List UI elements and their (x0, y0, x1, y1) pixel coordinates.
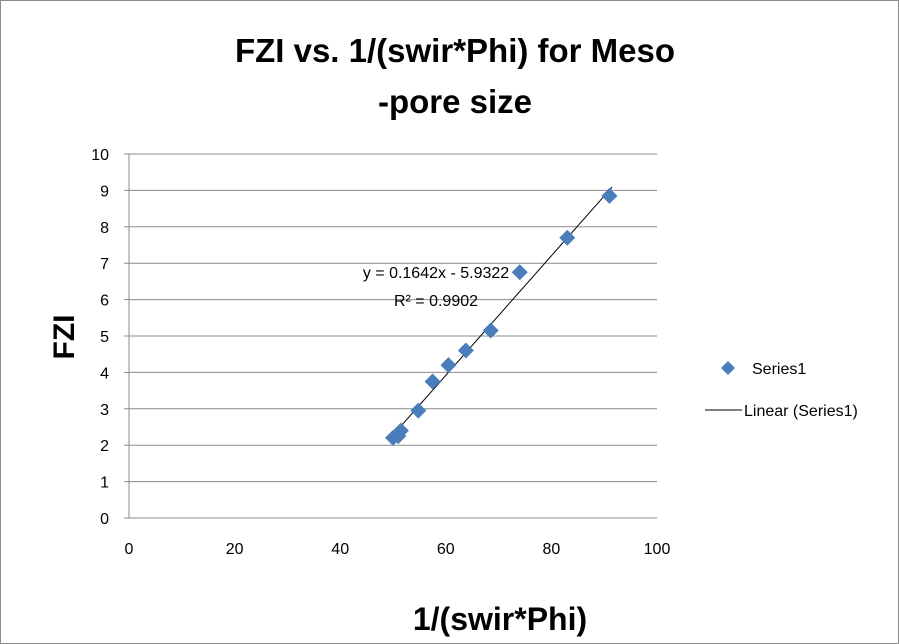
axes (124, 153, 657, 519)
legend-trendline-label: Linear (Series1) (744, 403, 858, 420)
y-tick-label: 8 (100, 220, 109, 237)
x-tick-label: 100 (644, 541, 671, 558)
trendline-r-squared: R² = 0.9902 (394, 293, 478, 310)
x-tick-label: 60 (437, 541, 455, 558)
y-tick-labels: 0 1 2 3 4 5 6 7 8 9 10 (91, 147, 109, 528)
y-tick-label: 7 (100, 256, 109, 273)
y-tick-label: 3 (100, 402, 109, 419)
x-axis-label: 1/(swir*Phi) (413, 601, 587, 637)
data-point (424, 373, 441, 390)
y-tick-label: 10 (91, 147, 109, 164)
x-tick-label: 0 (125, 541, 134, 558)
y-tick-label: 4 (100, 365, 109, 382)
legend-marker-diamond (721, 361, 735, 375)
data-point (482, 322, 499, 339)
trendline-layer (389, 186, 613, 439)
y-tick-label: 9 (100, 183, 109, 200)
data-point (457, 342, 474, 359)
gridlines (129, 153, 657, 483)
data-point (559, 229, 576, 246)
y-axis-label: FZI (48, 315, 81, 360)
chart-title-line-2: -pore size (378, 83, 532, 120)
data-point (601, 187, 618, 204)
x-tick-label: 80 (543, 541, 561, 558)
y-tick-label: 0 (100, 511, 109, 528)
data-point (410, 402, 427, 419)
x-tick-label: 20 (226, 541, 244, 558)
legend-series1-label: Series1 (752, 361, 806, 378)
x-tick-label: 40 (331, 541, 349, 558)
data-point (440, 357, 457, 374)
legend: Series1 Linear (Series1) (705, 361, 858, 420)
trendline-equation: y = 0.1642x - 5.9322 (363, 265, 509, 282)
y-tick-label: 1 (100, 475, 109, 492)
y-tick-label: 2 (100, 438, 109, 455)
data-points (385, 187, 618, 446)
y-tick-label: 6 (100, 293, 109, 310)
data-point (392, 422, 409, 439)
data-point (511, 264, 528, 281)
x-tick-labels: 0 20 40 60 80 100 (125, 541, 671, 558)
y-tick-label: 5 (100, 329, 109, 346)
trendline (389, 186, 613, 439)
chart-title-line-1: FZI vs. 1/(swir*Phi) for Meso (235, 32, 675, 69)
